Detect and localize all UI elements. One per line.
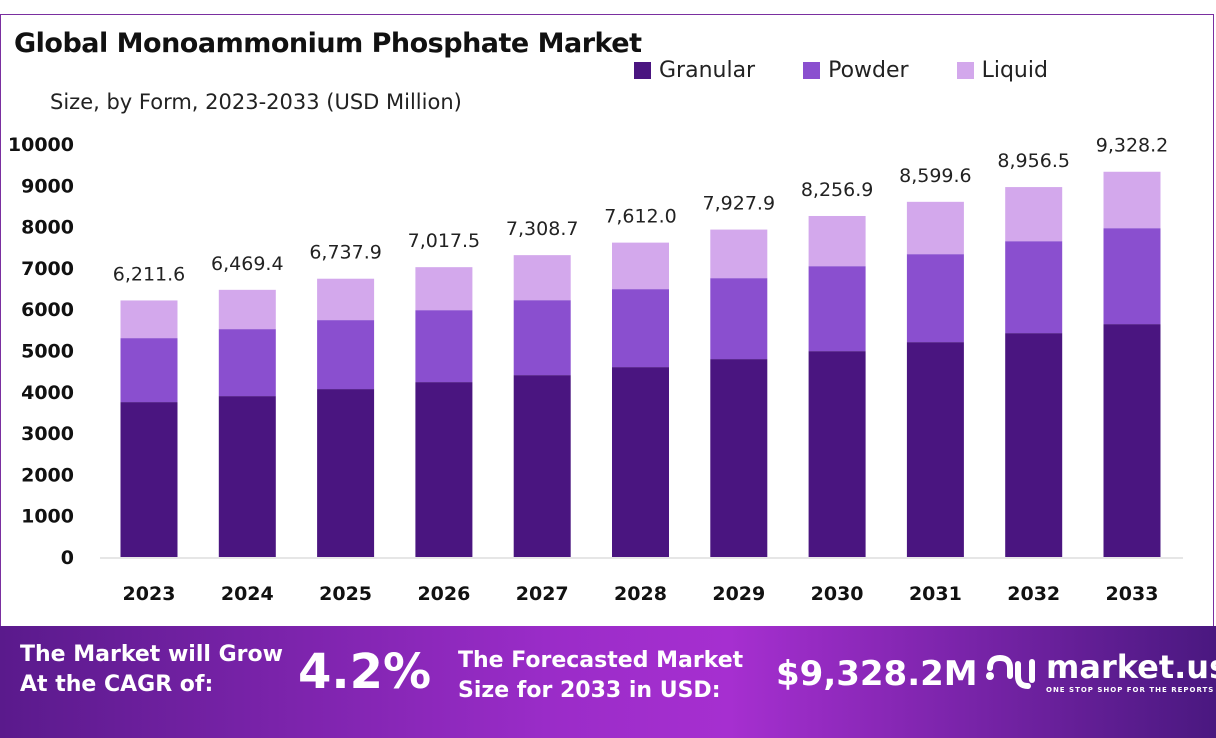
data-label-total: 8,256.9 [801, 179, 874, 201]
bar-segment-granular [1005, 333, 1063, 557]
legend-item-powder: Powder [803, 58, 909, 83]
bar-segment-granular [218, 396, 276, 557]
data-label-total: 6,737.9 [309, 242, 382, 264]
data-label-total: 6,211.6 [113, 263, 186, 285]
bar-segment-powder [612, 289, 669, 368]
bar-segment-granular [317, 389, 375, 557]
data-label-total: 7,927.9 [703, 193, 776, 215]
bar-segment-liquid [120, 300, 178, 339]
bar-segment-powder [120, 338, 178, 403]
x-tick-label: 2028 [614, 583, 667, 605]
y-tick-label: 8000 [21, 217, 74, 239]
legend-label: Granular [659, 58, 756, 83]
bar-segment-powder [1103, 228, 1161, 325]
cagr-label-line2: At the CAGR of: [20, 672, 214, 697]
brand-tagline: ONE STOP SHOP FOR THE REPORTS [1046, 686, 1215, 694]
bar-segment-liquid [1005, 187, 1063, 242]
legend-item-granular: Granular [634, 58, 755, 83]
chart-plot: 0 1000 2000 3000 4000 5000 6000 7000 8000 9000 100… [8, 134, 1183, 605]
forecast-value: $9,328.2M [776, 654, 978, 694]
bar-segment-granular [906, 342, 964, 557]
x-tick-label: 2032 [1007, 583, 1060, 605]
brand-name: market.us [1046, 648, 1216, 686]
y-tick-label: 9000 [21, 175, 74, 197]
y-tick-label: 7000 [21, 258, 74, 280]
bar-segment-liquid [906, 201, 964, 255]
y-tick-label: 10000 [8, 134, 74, 156]
bar-segment-liquid [317, 278, 375, 321]
data-label-total: 8,956.5 [997, 150, 1070, 172]
y-tick-label: 1000 [21, 506, 74, 528]
legend-swatch [803, 62, 821, 79]
bar-segment-granular [710, 359, 768, 557]
y-tick-label: 0 [61, 547, 74, 569]
bar-segment-liquid [710, 229, 768, 279]
x-tick-label: 2024 [221, 583, 274, 605]
chart-title: Global Monoammonium Phosphate Market [14, 28, 642, 59]
legend-label: Powder [828, 58, 909, 83]
bar-segment-granular [513, 375, 571, 557]
x-tick-label: 2026 [417, 583, 470, 605]
data-label-total: 6,469.4 [211, 253, 284, 275]
legend: Granular Powder Liquid [634, 58, 1096, 83]
bar-segment-powder [906, 254, 964, 343]
x-tick-label: 2031 [909, 583, 962, 605]
bar-segment-liquid [415, 267, 473, 311]
bar-segment-liquid [513, 255, 571, 301]
bar-segment-granular [808, 351, 866, 557]
bar-segment-powder [1005, 241, 1063, 334]
y-tick-label: 3000 [21, 423, 74, 445]
data-label-total: 7,612.0 [604, 206, 677, 228]
data-label-total: 7,017.5 [408, 230, 481, 252]
bar-segment-liquid [808, 215, 866, 267]
legend-swatch [634, 62, 651, 79]
x-tick-label: 2029 [712, 583, 765, 605]
market-us-logo-icon [986, 654, 1035, 689]
x-tick-label: 2030 [811, 583, 864, 605]
bar-segment-powder [218, 329, 276, 397]
bar-segment-powder [808, 266, 866, 352]
forecast-label-line2: Size for 2033 in USD: [458, 678, 721, 703]
y-tick-label: 5000 [21, 341, 74, 363]
bar-segment-powder [513, 300, 571, 376]
data-label-total: 8,599.6 [899, 165, 972, 187]
bar-segment-liquid [612, 242, 669, 290]
legend-swatch [956, 62, 974, 79]
y-tick-label: 4000 [21, 382, 74, 404]
x-tick-label: 2033 [1106, 583, 1159, 605]
bar-segment-granular [120, 402, 178, 557]
y-tick-label: 6000 [21, 299, 74, 321]
bar-segment-powder [317, 320, 375, 390]
bar-segment-granular [415, 382, 473, 557]
bar-segment-powder [710, 278, 768, 360]
cagr-label-line1: The Market will Grow [20, 642, 283, 667]
x-tick-label: 2027 [516, 583, 569, 605]
cagr-value: 4.2% [298, 644, 432, 700]
bar-segment-granular [1103, 324, 1161, 557]
x-tick-label: 2023 [123, 583, 176, 605]
legend-item-liquid: Liquid [956, 58, 1048, 83]
y-tick-label: 2000 [21, 464, 74, 486]
data-label-total: 9,328.2 [1096, 135, 1169, 157]
bar-segment-powder [415, 310, 473, 383]
bar-segment-liquid [1103, 171, 1161, 229]
data-label-total: 7,308.7 [506, 218, 579, 240]
legend-label: Liquid [981, 58, 1048, 83]
bar-segment-liquid [218, 289, 276, 330]
x-tick-label: 2025 [319, 583, 372, 605]
bar-segment-granular [612, 367, 669, 557]
footer-banner: The Market will Grow At the CAGR of: 4.2… [0, 626, 1216, 738]
forecast-label-line1: The Forecasted Market [458, 648, 744, 673]
chart-subtitle: Size, by Form, 2023-2033 (USD Million) [50, 90, 462, 114]
